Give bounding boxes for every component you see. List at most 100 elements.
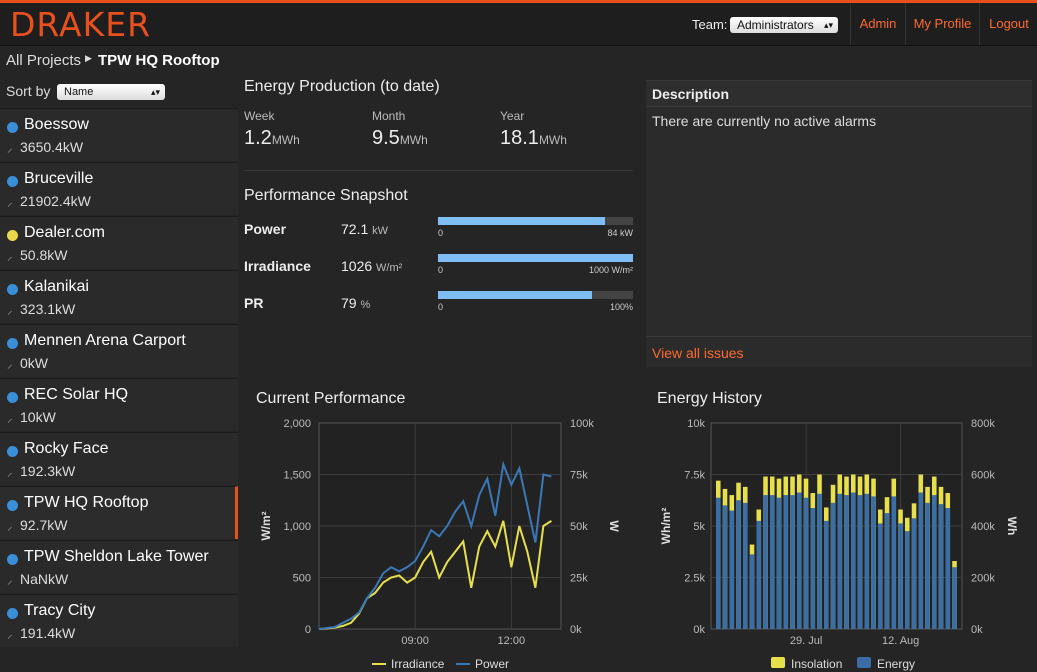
y-tick-label: 7.5k xyxy=(684,470,705,482)
plug-icon: ⸝ xyxy=(7,521,13,533)
team-select-value: Administrators xyxy=(737,18,814,32)
y-right-tick-label: 400k xyxy=(971,521,995,533)
snapshot-label: Power xyxy=(244,221,287,237)
site-power: 50.8kW xyxy=(20,247,68,263)
ep-label: Year xyxy=(500,109,525,123)
y-tick-label: 5k xyxy=(693,521,705,533)
bar-energy xyxy=(871,496,876,629)
snapshot-bar xyxy=(438,291,633,299)
snapshot-bar-max: 1000 W/m² xyxy=(588,265,633,275)
snapshot-value: 1026 W/m² xyxy=(341,258,403,274)
snapshot-value: 79 % xyxy=(341,295,371,311)
site-item[interactable]: TPW HQ Rooftop ⸝ 92.7kW xyxy=(0,486,238,539)
site-power: 0kW xyxy=(20,355,48,371)
x-tick-label: 09:00 xyxy=(401,635,429,647)
breadcrumb-current: TPW HQ Rooftop xyxy=(98,52,220,69)
x-tick-label: 12:00 xyxy=(498,635,526,647)
status-dot xyxy=(7,446,18,457)
site-item[interactable]: Mennen Arena Carport ⸝ 0kW xyxy=(0,324,238,377)
status-dot xyxy=(7,392,18,403)
ep-label: Week xyxy=(244,109,275,123)
breadcrumb-separator-icon: ▶ xyxy=(85,53,92,63)
bar-energy xyxy=(864,493,870,629)
y-right-tick-label: 200k xyxy=(971,573,995,585)
legend-label: Power xyxy=(475,657,509,671)
y-tick-label: 1,000 xyxy=(283,521,311,533)
team-select[interactable]: Administrators ▴▾ xyxy=(730,17,838,33)
site-name: Dealer.com xyxy=(24,224,105,241)
top-bar: DRAKER Team: Administrators ▴▾ Admin My … xyxy=(0,0,1037,46)
description-header: Description xyxy=(646,81,1032,107)
draker-logo[interactable]: DRAKER xyxy=(10,5,151,44)
current-performance-chart: 0 500 1,000 1,500 2,000 0k 25k 50k 75k 100k 09:00 1… xyxy=(259,418,621,671)
snapshot-label: PR xyxy=(244,295,264,311)
plug-icon: ⸝ xyxy=(7,305,13,317)
y-tick-label: 2,000 xyxy=(283,418,311,430)
site-item[interactable]: Tracy City ⸝ 191.4kW xyxy=(0,594,238,647)
y-axis-title: W/m² xyxy=(259,511,273,540)
bar-energy xyxy=(938,504,944,629)
bar-energy xyxy=(878,523,883,629)
sort-label: Sort by xyxy=(6,83,51,99)
snapshot-bar xyxy=(438,254,633,262)
y-tick-label: 2.5k xyxy=(684,573,705,585)
site-power: 192.3kW xyxy=(20,463,76,479)
bar-energy xyxy=(817,493,822,629)
site-item[interactable]: Dealer.com ⸝ 50.8kW xyxy=(0,216,238,269)
bar-energy xyxy=(810,507,816,629)
bar-energy xyxy=(770,495,775,629)
series-line-power xyxy=(318,460,552,630)
y-right-tick-label: 600k xyxy=(971,470,995,482)
bar-energy xyxy=(844,495,849,629)
plug-icon: ⸝ xyxy=(7,143,13,155)
snapshot-label: Irradiance xyxy=(244,258,311,274)
bar-energy xyxy=(905,531,910,629)
site-item[interactable]: REC Solar HQ ⸝ 10kW xyxy=(0,378,238,431)
site-name: Boessow xyxy=(24,116,89,133)
snapshot-value: 72.1 kW xyxy=(341,221,389,237)
logout-link[interactable]: Logout xyxy=(979,3,1037,45)
site-power: 92.7kW xyxy=(20,517,68,533)
description-title: Description xyxy=(652,86,730,102)
bar-energy xyxy=(743,502,748,629)
sort-select-value: Name xyxy=(64,86,94,98)
site-item[interactable]: Boessow ⸝ 3650.4kW xyxy=(0,108,238,161)
y-tick-label: 1,500 xyxy=(283,470,311,482)
energy-production-title: Energy Production (to date) xyxy=(244,78,440,95)
site-power: 3650.4kW xyxy=(20,139,84,155)
site-item[interactable]: Kalanikai ⸝ 323.1kW xyxy=(0,270,238,323)
snapshot-bar-min: 0 xyxy=(438,228,444,238)
status-dot xyxy=(7,554,18,565)
view-all-issues-link[interactable]: View all issues xyxy=(652,345,744,361)
status-dot xyxy=(7,122,18,133)
site-item[interactable]: Rocky Face ⸝ 192.3kW xyxy=(0,432,238,485)
bar-energy xyxy=(824,520,829,629)
plug-icon: ⸝ xyxy=(7,251,13,263)
site-item[interactable]: Bruceville ⸝ 21902.4kW xyxy=(0,162,238,215)
admin-link[interactable]: Admin xyxy=(850,3,905,45)
legend-swatch xyxy=(857,657,871,668)
site-item[interactable]: TPW Sheldon Lake Tower ⸝ NaNkW xyxy=(0,540,238,593)
bar-energy xyxy=(837,493,843,629)
bar-energy xyxy=(952,567,957,629)
site-name: TPW HQ Rooftop xyxy=(24,494,149,511)
performance-snapshot-title: Performance Snapshot xyxy=(244,187,408,204)
bar-energy xyxy=(749,554,755,629)
series-line-irradiance xyxy=(318,520,552,630)
snapshot-bar-max: 100% xyxy=(609,302,633,312)
status-dot xyxy=(7,230,18,241)
sort-select[interactable]: Name ▴▾ xyxy=(57,84,165,100)
y-right-tick-label: 0k xyxy=(971,624,983,636)
y-right-tick-label: 800k xyxy=(971,418,995,430)
site-power: 21902.4kW xyxy=(20,193,91,209)
bar-energy xyxy=(891,496,897,629)
divider xyxy=(244,170,633,171)
breadcrumb-all-projects[interactable]: All Projects xyxy=(6,52,82,69)
bar-energy xyxy=(722,505,728,629)
y-right-tick-label: 100k xyxy=(570,418,594,430)
site-name: Kalanikai xyxy=(24,278,89,295)
snapshot-bar-min: 0 xyxy=(438,265,444,275)
select-arrows-icon: ▴▾ xyxy=(823,20,833,30)
team-label: Team: xyxy=(692,17,728,32)
my-profile-link[interactable]: My Profile xyxy=(905,3,979,45)
